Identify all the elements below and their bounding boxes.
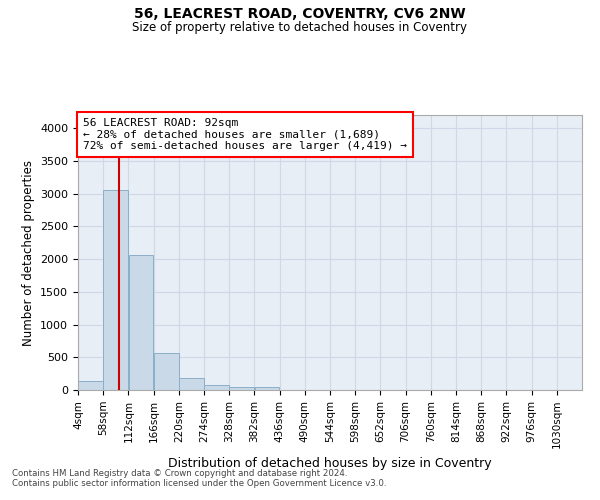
Bar — [103, 190, 128, 390]
X-axis label: Distribution of detached houses by size in Coventry: Distribution of detached houses by size … — [168, 456, 492, 469]
Text: Contains public sector information licensed under the Open Government Licence v3: Contains public sector information licen… — [12, 478, 386, 488]
Bar — [154, 354, 179, 390]
Text: Size of property relative to detached houses in Coventry: Size of property relative to detached ho… — [133, 21, 467, 34]
Text: 56 LEACREST ROAD: 92sqm
← 28% of detached houses are smaller (1,689)
72% of semi: 56 LEACREST ROAD: 92sqm ← 28% of detache… — [83, 118, 407, 151]
Bar — [78, 382, 103, 390]
Bar — [254, 387, 280, 390]
Bar — [204, 385, 229, 390]
Bar — [179, 378, 204, 390]
Y-axis label: Number of detached properties: Number of detached properties — [22, 160, 35, 346]
Text: Contains HM Land Registry data © Crown copyright and database right 2024.: Contains HM Land Registry data © Crown c… — [12, 468, 347, 477]
Text: 56, LEACREST ROAD, COVENTRY, CV6 2NW: 56, LEACREST ROAD, COVENTRY, CV6 2NW — [134, 8, 466, 22]
Bar — [229, 386, 254, 390]
Bar — [128, 255, 154, 390]
